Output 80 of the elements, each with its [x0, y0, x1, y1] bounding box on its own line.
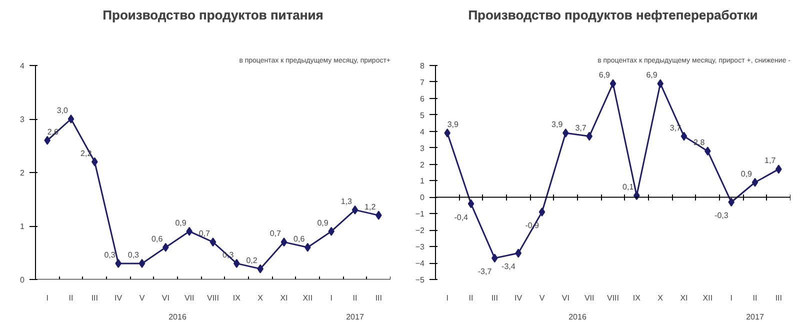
x-tick-label: III: [491, 294, 498, 302]
y-tick-label: −3: [415, 242, 426, 252]
data-label: 0,1: [622, 182, 634, 192]
x-tick-label: II: [752, 294, 758, 302]
y-tick-label: 2: [420, 160, 426, 170]
data-label: -0,4: [454, 212, 469, 222]
data-label: 0,2: [246, 256, 258, 265]
y-tick-label: 4: [420, 127, 426, 136]
x-tick-label: VI: [562, 294, 570, 302]
x-tick-label: IV: [514, 294, 523, 302]
x-tick-label: I: [330, 294, 332, 302]
x-tick-label: I: [730, 294, 732, 302]
x-tick-label: IV: [114, 294, 123, 302]
x-tick-label: XI: [680, 294, 688, 302]
chart-title: Производство продуктов питания: [102, 8, 324, 22]
x-tick-label: XI: [280, 294, 288, 302]
y-tick-label: 2: [20, 168, 26, 178]
data-label: 0,6: [294, 234, 306, 244]
data-label: 0,7: [270, 229, 282, 238]
data-label: 1,3: [340, 196, 353, 206]
data-label: 1,7: [764, 156, 776, 166]
y-tick-label: 3: [20, 115, 26, 124]
x-tick-label: III: [91, 294, 98, 302]
x-tick-label: V: [139, 294, 146, 302]
y-tick-label: 0: [420, 193, 426, 202]
data-label: 3,9: [447, 120, 460, 129]
x-tick-label: XII: [302, 294, 313, 302]
y-tick-label: −5: [415, 276, 426, 284]
data-label: 6,9: [646, 70, 658, 80]
y-tick-label: 1: [20, 222, 26, 231]
data-label: 2,8: [694, 138, 706, 148]
y-tick-label: −4: [415, 259, 426, 268]
text: 2017: [746, 312, 764, 322]
text: 2016: [568, 312, 587, 322]
y-tick-label: 4: [20, 62, 26, 70]
x-tick-label: IX: [632, 294, 642, 302]
data-label: 3,7: [575, 123, 587, 132]
y-tick-label: −2: [415, 226, 426, 236]
x-tick-label: II: [468, 294, 474, 302]
y-tick-label: 0: [20, 276, 26, 284]
x-tick-label: I: [446, 294, 448, 302]
data-label: 0,9: [740, 169, 753, 178]
data-label: 0,6: [152, 234, 164, 244]
y-tick-label: 3: [420, 144, 426, 153]
data-label: 3,9: [552, 120, 564, 129]
data-label: 6,9: [598, 70, 611, 80]
data-label: 0,7: [198, 229, 211, 238]
x-tick-label: VI: [162, 294, 170, 302]
data-label: 0,3: [104, 250, 116, 260]
y-tick-label: 6: [420, 94, 426, 104]
data-label: 3,0: [56, 106, 69, 115]
x-tick-label: X: [258, 294, 264, 302]
x-tick-label: IX: [232, 294, 242, 302]
y-tick-label: 7: [420, 78, 426, 87]
data-label: 0,3: [128, 250, 140, 260]
x-tick-label: VIII: [607, 294, 620, 302]
x-tick-label: III: [775, 294, 782, 302]
x-tick-label: VII: [184, 294, 194, 302]
data-label: -3,4: [502, 262, 516, 272]
text: 2017: [346, 312, 364, 322]
data-label: 1,2: [364, 202, 376, 212]
x-tick-label: X: [658, 294, 664, 302]
x-tick-label: II: [352, 294, 358, 302]
data-label: -0,3: [714, 211, 729, 220]
y-tick-label: 5: [420, 110, 426, 120]
x-tick-label: XII: [702, 294, 713, 302]
x-tick-label: III: [375, 294, 382, 302]
x-tick-label: I: [46, 294, 48, 302]
x-tick-label: VII: [584, 294, 594, 302]
data-label: 0,9: [175, 218, 187, 228]
data-label: -3,7: [478, 267, 492, 276]
y-tick-label: −1: [415, 210, 426, 219]
chart-title: Производство продуктов нефтепереработки: [468, 8, 758, 22]
y-tick-label: 1: [420, 176, 426, 186]
y-tick-label: 8: [420, 62, 426, 70]
data-label: 0,9: [317, 218, 329, 228]
x-tick-label: V: [539, 294, 546, 302]
x-tick-label: II: [68, 294, 74, 302]
text: 2016: [168, 312, 187, 322]
x-tick-label: VIII: [207, 294, 220, 302]
